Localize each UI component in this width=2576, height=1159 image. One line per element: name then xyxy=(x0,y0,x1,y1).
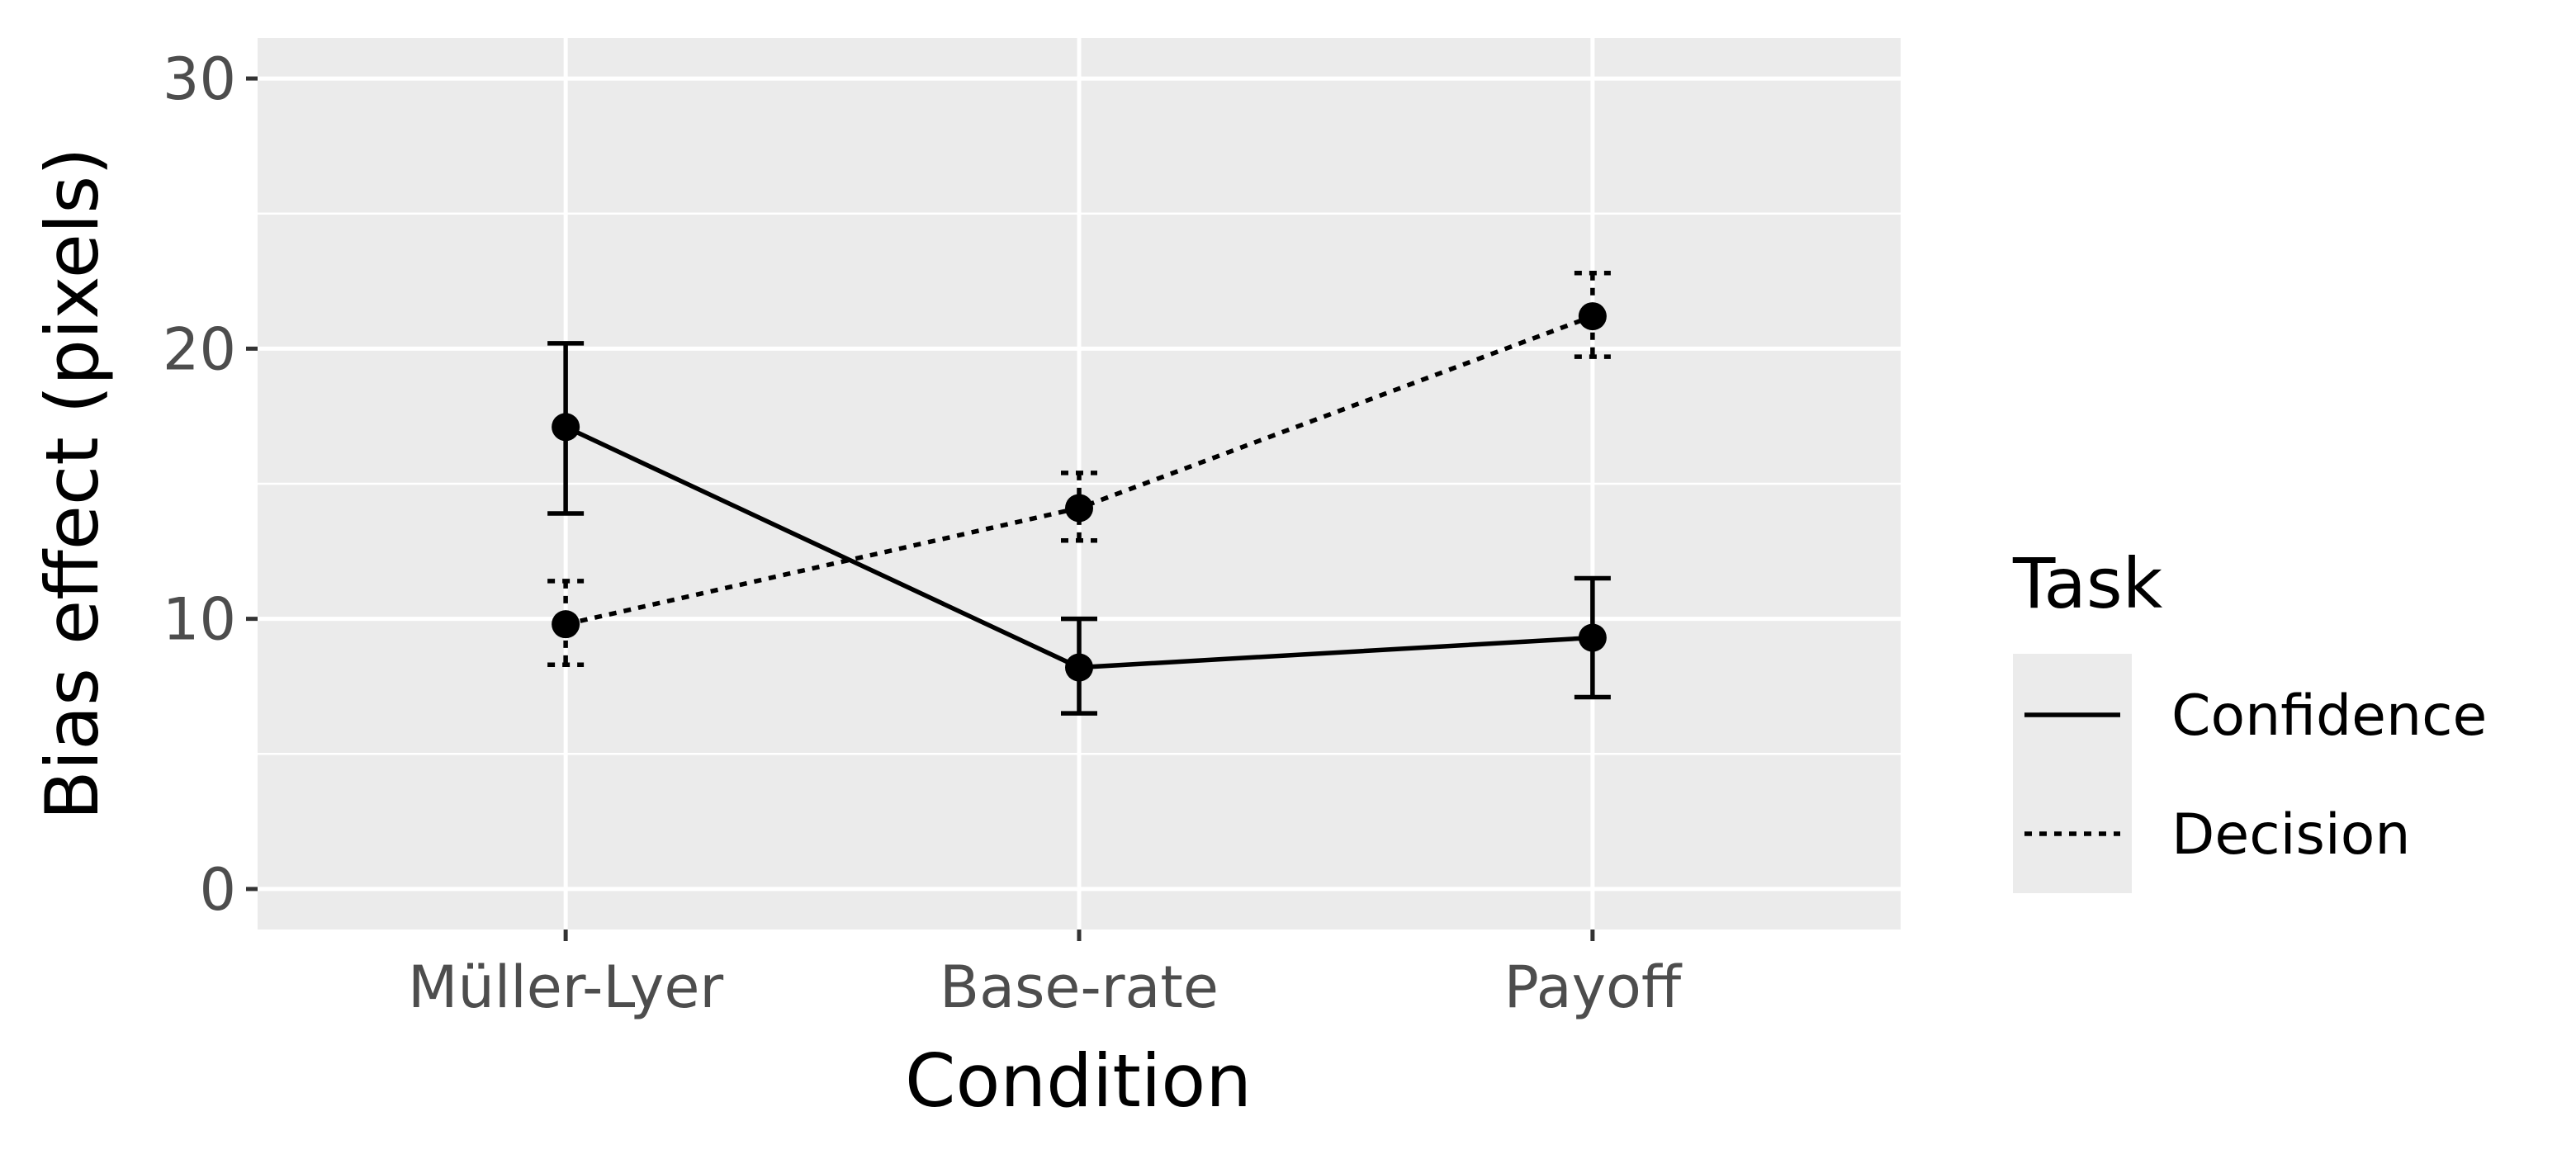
data-point xyxy=(1578,623,1607,652)
x-tick-label: Müller-Lyer xyxy=(408,953,723,1021)
y-tick-label: 30 xyxy=(163,45,236,113)
legend-key-background xyxy=(2013,654,2132,893)
legend-items: Confidence Decision xyxy=(2024,684,2487,868)
data-point xyxy=(1065,494,1093,523)
series-decision xyxy=(547,270,1611,668)
data-point xyxy=(552,413,580,442)
legend-title: Task xyxy=(2012,543,2163,624)
axes-layer: 0 10 20 30 Müller-Lyer Base-rate Payoff xyxy=(163,45,1683,1021)
legend-label: Decision xyxy=(2171,802,2411,868)
x-axis-title: Condition xyxy=(905,1038,1252,1124)
y-axis-title: Bias effect (pixels) xyxy=(30,147,115,820)
data-point xyxy=(1065,653,1093,682)
x-tick-label: Base-rate xyxy=(940,953,1219,1021)
major-gridlines xyxy=(258,38,1901,930)
error-bar xyxy=(547,579,585,668)
legend: Task Confidence Decision xyxy=(2012,543,2487,893)
y-tick-label: 20 xyxy=(163,315,236,383)
y-tick-label: 10 xyxy=(163,586,236,654)
data-point xyxy=(1578,302,1607,331)
data-point xyxy=(552,610,580,639)
legend-item-confidence: Confidence xyxy=(2024,684,2487,749)
legend-label: Confidence xyxy=(2171,684,2487,749)
legend-item-decision: Decision xyxy=(2024,802,2411,868)
x-tick-label: Payoff xyxy=(1504,953,1683,1021)
series-layer xyxy=(547,270,1611,716)
series-confidence xyxy=(547,341,1611,716)
error-bar xyxy=(1574,270,1611,359)
y-tick-label: 0 xyxy=(199,856,236,924)
